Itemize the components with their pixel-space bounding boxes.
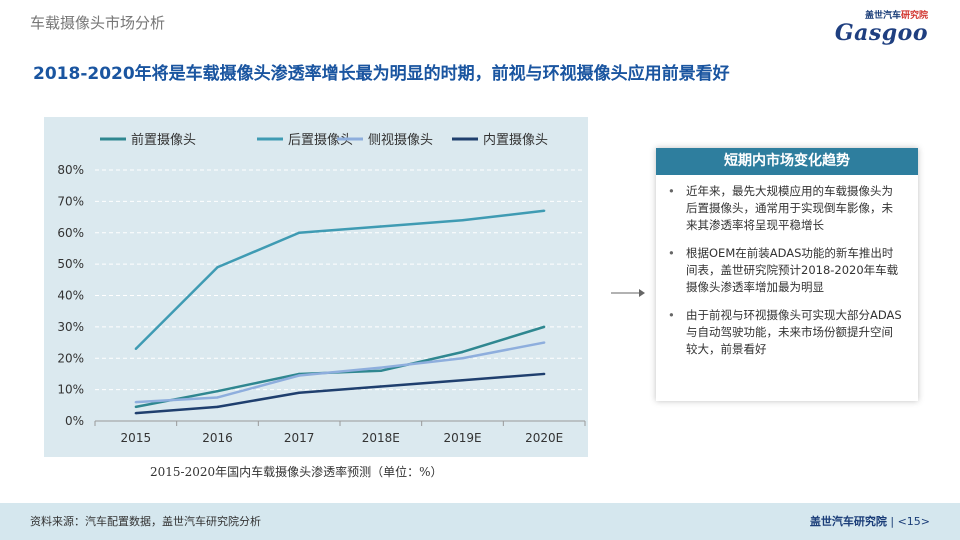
- data-point: [379, 385, 383, 388]
- data-point: [379, 366, 383, 369]
- footer-org: 盖世汽车研究院: [809, 515, 887, 528]
- source-note: 资料来源：汽车配置数据，盖世汽车研究院分析: [30, 515, 261, 528]
- trend-bullet: 近年来，最先大规模应用的车载摄像头为后置摄像头，通常用于实现倒车影像，未来其渗透…: [668, 183, 902, 234]
- y-tick-label: 50%: [57, 257, 84, 271]
- trend-bullet: 根据OEM在前装ADAS功能的新车推出时间表，盖世研究院预计2018-2020年…: [668, 245, 902, 296]
- data-point: [216, 405, 219, 409]
- data-point: [134, 405, 138, 409]
- y-tick-label: 80%: [57, 163, 84, 177]
- x-tick-label: 2016: [202, 431, 233, 445]
- arrow-right-icon: [611, 289, 645, 297]
- line-chart: 0% 10% 20% 30% 40% 50% 60% 70% 80% 2015 2016 2017 20…: [57, 132, 586, 445]
- data-point: [461, 350, 464, 354]
- y-tick-label: 40%: [57, 289, 84, 303]
- data-point: [542, 341, 546, 344]
- data-point: [297, 391, 301, 394]
- chart-caption: 2015-2020年国内车载摄像头渗透率预测（单位：%）: [150, 465, 443, 479]
- footer-separator: |: [890, 515, 895, 528]
- x-tick-label: 2015: [121, 431, 152, 445]
- data-point: [216, 389, 219, 393]
- brand-institute: 研究院: [900, 11, 928, 21]
- page-title: 2018-2020年将是车载摄像头渗透率增长最为明显的时期，前视与环视摄像头应用…: [33, 64, 730, 84]
- data-point: [134, 400, 138, 404]
- data-point: [134, 347, 138, 351]
- data-point: [379, 369, 383, 372]
- series-line: [135, 341, 545, 404]
- data-point: [461, 357, 464, 360]
- y-tick-label: 0%: [65, 414, 84, 428]
- legend-label: 侧视摄像头: [368, 133, 433, 148]
- legend-label: 后置摄像头: [288, 133, 353, 148]
- brand-name: 盖世汽车: [864, 11, 901, 21]
- data-point: [379, 225, 383, 228]
- data-point: [461, 219, 464, 222]
- data-point: [461, 379, 464, 382]
- legend-label: 前置摄像头: [131, 132, 196, 148]
- data-point: [542, 372, 546, 376]
- y-tick-label: 30%: [57, 320, 84, 334]
- footer-bar: 资料来源：汽车配置数据，盖世汽车研究院分析 盖世汽车研究院 | <15>: [0, 503, 960, 540]
- data-point: [216, 266, 219, 269]
- data-point: [216, 396, 219, 399]
- data-point: [542, 209, 546, 212]
- x-tick-label: 2018E: [362, 431, 400, 445]
- section-title: 车载摄像头市场分析: [30, 14, 166, 32]
- series-line: [135, 372, 545, 415]
- trend-list: 近年来，最先大规模应用的车载摄像头为后置摄像头，通常用于实现倒车影像，未来其渗透…: [656, 175, 918, 358]
- series-line: [135, 325, 545, 409]
- brand-wordmark: Gasgoo: [834, 20, 928, 46]
- y-tick-label: 10%: [57, 383, 84, 397]
- data-point: [134, 411, 138, 415]
- trend-bullet: 由于前视与环视摄像头可实现大部分ADAS与自动驾驶功能，未来市场份额提升空间较大…: [668, 307, 902, 358]
- trend-panel: 短期内市场变化趋势 近年来，最先大规模应用的车载摄像头为后置摄像头，通常用于实现…: [656, 148, 918, 401]
- x-tick-label: 2017: [284, 431, 315, 445]
- y-tick-label: 60%: [57, 226, 84, 240]
- data-point: [297, 374, 301, 377]
- trend-panel-title: 短期内市场变化趋势: [656, 148, 918, 175]
- x-tick-label: 2019E: [443, 431, 481, 445]
- series-line: [134, 209, 545, 350]
- legend-label: 内置摄像头: [483, 132, 548, 148]
- x-tick-label: 2020E: [525, 431, 563, 445]
- chart-background: [44, 117, 588, 457]
- page-number: <15>: [897, 515, 930, 528]
- y-tick-label: 70%: [57, 194, 84, 208]
- brand-logo: 盖世汽车研究院 Gasgoo: [832, 8, 928, 46]
- data-point: [542, 325, 546, 329]
- y-tick-label: 20%: [57, 351, 84, 365]
- data-point: [297, 231, 301, 234]
